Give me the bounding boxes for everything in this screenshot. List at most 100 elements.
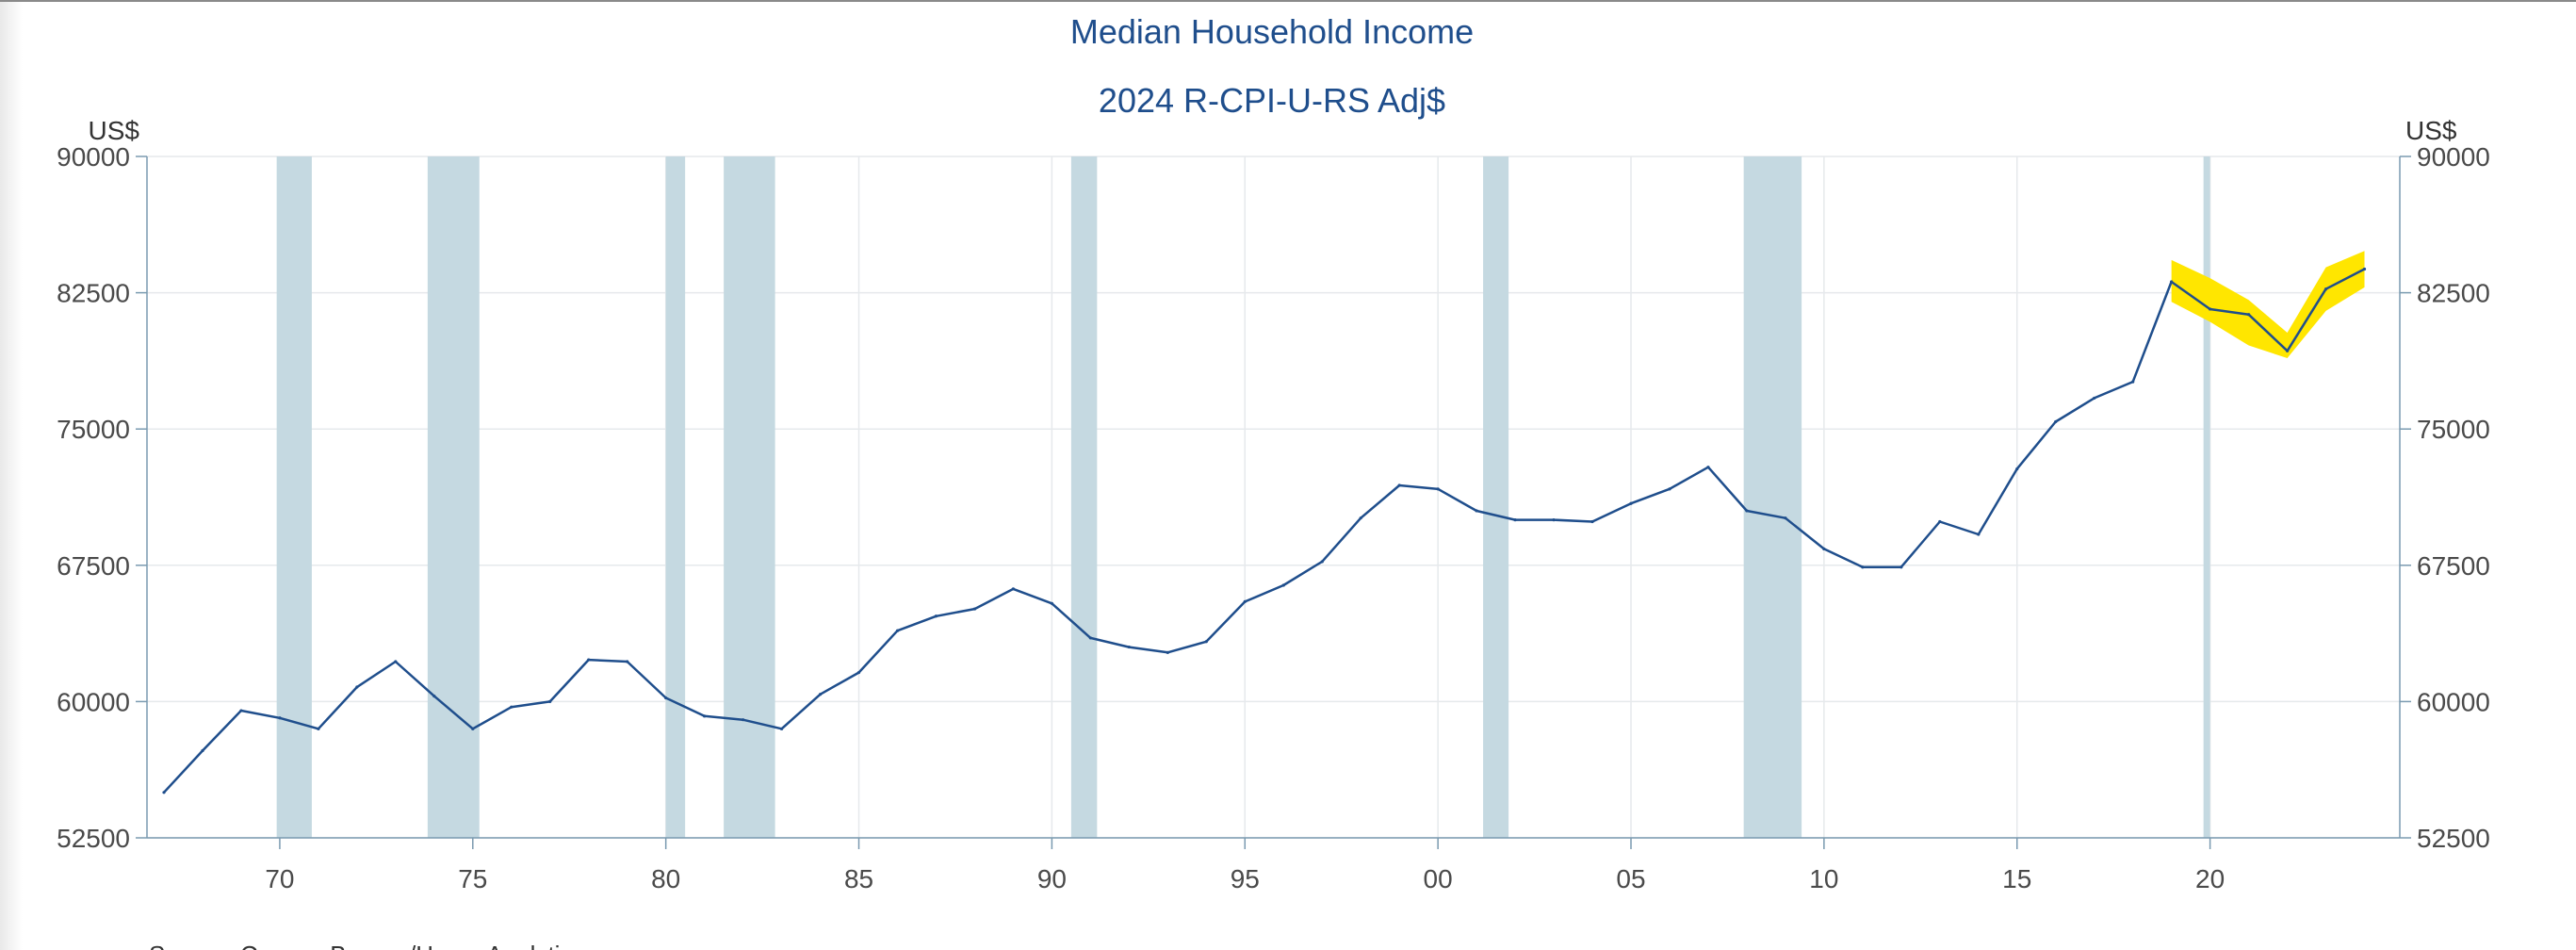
x-tick-label: 70 — [265, 864, 294, 893]
recession-band — [2203, 156, 2210, 838]
data-point — [1320, 560, 1324, 564]
data-point — [587, 658, 591, 662]
gridlines — [147, 156, 2400, 839]
y-tick-label-left: 67500 — [57, 551, 130, 581]
x-tick-label: 80 — [651, 864, 680, 893]
y-tick-label-right: 67500 — [2417, 551, 2490, 581]
recession-band — [724, 156, 775, 838]
left-axis-unit: US$ — [89, 116, 140, 145]
data-point — [1243, 599, 1247, 603]
data-point — [895, 629, 900, 632]
recession-band — [665, 156, 686, 838]
y-tick-label-right: 60000 — [2417, 687, 2490, 716]
x-tick-label: 75 — [458, 864, 487, 893]
data-point — [1861, 565, 1865, 569]
x-tick-label: 00 — [1424, 864, 1453, 893]
data-point — [1899, 565, 1903, 569]
data-point — [664, 696, 668, 700]
data-point — [1127, 645, 1131, 649]
x-tick-label: 10 — [1809, 864, 1838, 893]
data-point — [1745, 509, 1749, 513]
data-point — [1204, 640, 1208, 644]
y-tick-label-right: 52500 — [2417, 824, 2490, 853]
data-point — [239, 709, 243, 712]
data-point — [278, 716, 282, 720]
data-point — [1822, 547, 1826, 551]
median-income-line — [163, 268, 2366, 794]
data-point — [1590, 519, 1594, 524]
y-tick-label-right: 75000 — [2417, 415, 2490, 444]
confidence-band-layer — [2171, 251, 2365, 359]
data-point — [2093, 396, 2096, 401]
data-point — [471, 727, 475, 730]
data-point — [1513, 518, 1517, 522]
data-point — [1359, 516, 1362, 520]
data-point — [742, 718, 745, 722]
chart-subtitle: 2024 R-CPI-U-RS Adj$ — [1099, 81, 1445, 120]
window-edge-shadow — [0, 0, 23, 950]
recession-band — [427, 156, 480, 838]
recession-bands — [276, 156, 2210, 838]
data-point — [1977, 532, 1981, 536]
recession-band — [1483, 156, 1509, 838]
data-point — [548, 699, 552, 704]
data-point — [934, 614, 938, 618]
data-point — [703, 714, 707, 718]
data-point — [2015, 467, 2019, 471]
data-point — [1475, 509, 1478, 513]
recession-band — [1070, 156, 1098, 838]
axes — [136, 156, 2411, 849]
data-point — [1050, 601, 1053, 605]
y-tick-label-left: 60000 — [57, 687, 130, 716]
data-point — [355, 685, 359, 689]
x-tick-label: 90 — [1037, 864, 1067, 893]
data-point — [2209, 307, 2212, 311]
data-point — [1629, 501, 1633, 505]
data-point — [1668, 487, 1671, 491]
data-point — [2054, 419, 2058, 424]
data-point — [1397, 483, 1401, 487]
x-tick-label: 20 — [2195, 864, 2225, 893]
data-point — [1088, 636, 1092, 640]
x-tick-label: 05 — [1616, 864, 1645, 893]
data-point — [432, 695, 436, 698]
y-tick-label-right: 90000 — [2417, 142, 2490, 172]
data-point — [510, 705, 514, 709]
recession-band — [276, 156, 312, 838]
x-tick-label: 15 — [2002, 864, 2031, 893]
data-point — [1011, 587, 1016, 591]
y-tick-label-left: 82500 — [57, 279, 130, 308]
y-tick-label-left: 90000 — [57, 142, 130, 172]
data-point — [818, 693, 823, 696]
data-point — [2285, 349, 2290, 352]
data-point — [1552, 518, 1556, 522]
data-point — [1938, 519, 1942, 524]
x-tick-label: 95 — [1231, 864, 1260, 893]
source-note: Source: Census Bureau/Haver Analytics — [149, 941, 584, 950]
recession-band — [1743, 156, 1802, 838]
data-point — [1706, 466, 1710, 469]
series-layer — [162, 267, 2367, 794]
window-top-border — [0, 0, 2576, 2]
data-point — [626, 660, 629, 663]
chart-title: Median Household Income — [1070, 12, 1474, 51]
data-point — [162, 791, 166, 794]
data-point — [394, 660, 398, 663]
confidence-band — [2171, 251, 2365, 359]
data-point — [779, 727, 784, 730]
data-point — [317, 727, 320, 730]
data-point — [2362, 267, 2367, 271]
data-point — [1281, 583, 1285, 587]
y-tick-label-right: 82500 — [2417, 279, 2490, 308]
data-point — [2131, 380, 2135, 384]
data-point — [1436, 487, 1440, 491]
data-point — [2323, 287, 2328, 291]
y-tick-label-left: 75000 — [57, 415, 130, 444]
data-point — [856, 670, 861, 675]
data-point — [2246, 313, 2251, 317]
data-point — [1166, 650, 1169, 654]
data-point — [1784, 516, 1787, 520]
